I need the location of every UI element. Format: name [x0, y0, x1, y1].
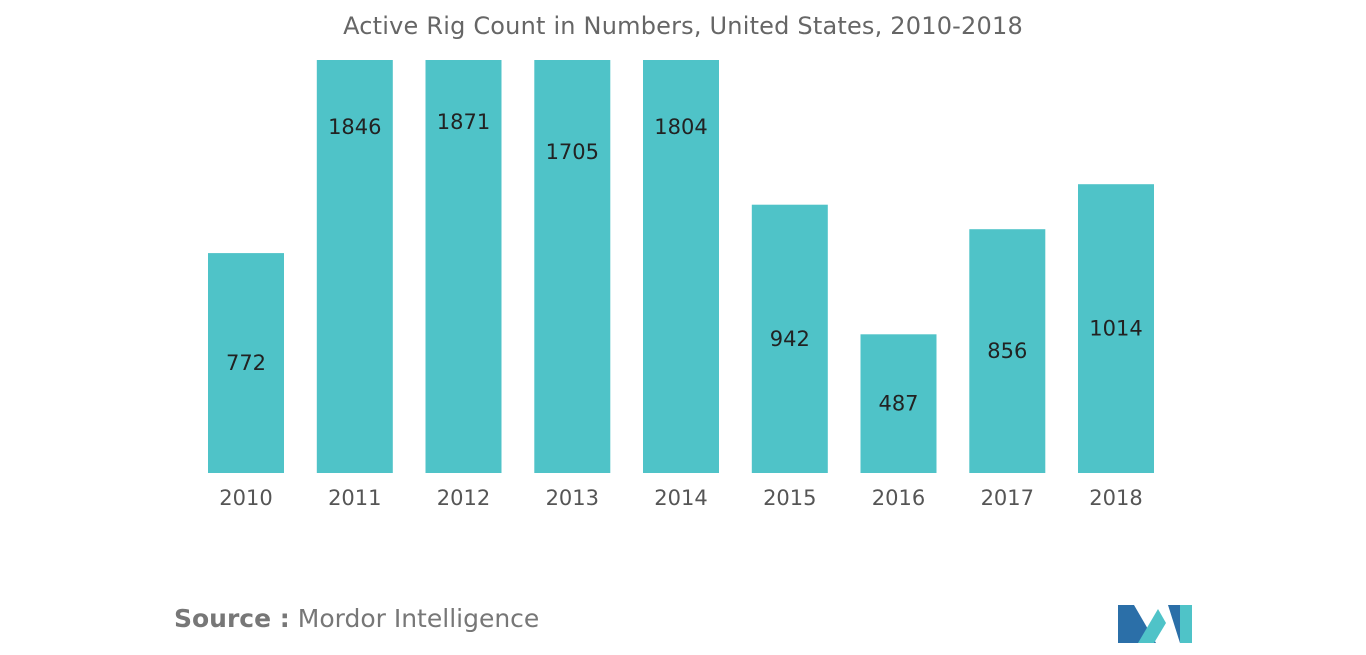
- logo-shape-middle: [1138, 609, 1166, 643]
- data-label-2010: 772: [226, 351, 266, 375]
- bar-2017: [969, 229, 1046, 473]
- bars-layer: [208, 60, 1154, 473]
- data-label-2013: 1705: [546, 140, 599, 164]
- bar-2012: [425, 60, 502, 473]
- x-tick-2012: 2012: [437, 486, 490, 510]
- source-note: Source : Mordor Intelligence: [174, 604, 539, 633]
- x-tick-2016: 2016: [872, 486, 925, 510]
- x-tick-2013: 2013: [546, 486, 599, 510]
- bar-2014: [643, 60, 719, 473]
- x-tick-2015: 2015: [763, 486, 816, 510]
- data-label-2018: 1014: [1089, 317, 1142, 341]
- logo-shape-right-b: [1180, 605, 1192, 643]
- data-label-2015: 942: [770, 327, 810, 351]
- data-label-2011: 1846: [328, 115, 381, 139]
- bar-2016: [860, 334, 937, 473]
- data-labels-layer: 772 1846 1871 1705 1804 942 487 856 1014: [226, 110, 1143, 416]
- bar-2018: [1078, 184, 1154, 473]
- x-tick-2014: 2014: [654, 486, 707, 510]
- mordor-intelligence-logo-icon: [1118, 605, 1192, 643]
- x-axis-tick-labels: 2010 2011 2012 2013 2014 2015 2016 2017 2018: [219, 486, 1142, 510]
- source-text: Mordor Intelligence: [297, 604, 540, 633]
- chart-title: Active Rig Count in Numbers, United Stat…: [343, 12, 1023, 40]
- bar-2010: [208, 253, 284, 473]
- x-tick-2017: 2017: [981, 486, 1034, 510]
- x-tick-2011: 2011: [328, 486, 381, 510]
- data-label-2016: 487: [878, 392, 918, 416]
- source-prefix: Source :: [174, 604, 290, 633]
- logo-shape-right-a: [1168, 605, 1180, 643]
- data-label-2014: 1804: [654, 115, 707, 139]
- data-label-2012: 1871: [437, 110, 490, 134]
- bar-2015: [751, 204, 828, 473]
- x-tick-2018: 2018: [1089, 486, 1142, 510]
- bar-2011: [316, 60, 393, 473]
- bar-2013: [534, 60, 611, 473]
- data-label-2017: 856: [987, 339, 1027, 363]
- x-tick-2010: 2010: [219, 486, 272, 510]
